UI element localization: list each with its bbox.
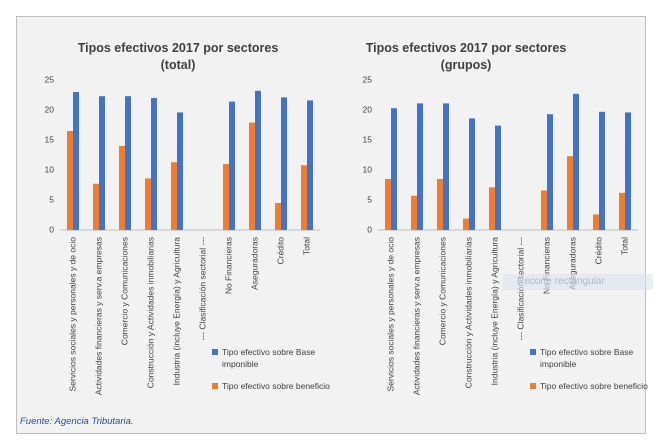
bar — [573, 93, 579, 230]
legend-swatch — [212, 383, 218, 389]
bar — [625, 112, 631, 230]
y-tick-label: 0 — [367, 224, 372, 234]
bar — [275, 203, 281, 230]
x-tick-label: Crédito — [275, 237, 285, 265]
x-tick-label: Industria (incluye Energía) y Agricultur… — [171, 237, 181, 386]
x-tick-label: Aseguradoras — [567, 237, 577, 290]
bar — [437, 179, 443, 230]
bar — [99, 96, 105, 230]
bar — [255, 90, 261, 230]
x-tick-label: Actividades financieras y serv.a empresa… — [411, 237, 421, 395]
x-tick-label: Servicios sociales y personales y de oci… — [67, 237, 77, 392]
x-tick-label: No Financieras — [223, 237, 233, 294]
legend-item: Tipo efectivo sobre beneficio — [212, 380, 344, 392]
bar — [301, 165, 307, 230]
bar — [495, 125, 501, 230]
y-tick-label: 20 — [45, 104, 55, 114]
x-tick-label: Total — [301, 237, 311, 255]
legend-label: Tipo efectivo sobre beneficio — [222, 381, 330, 391]
legend-swatch — [530, 349, 536, 355]
bar — [177, 112, 183, 230]
bar — [119, 146, 125, 230]
bar — [463, 218, 469, 230]
y-tick-label: 5 — [49, 194, 54, 204]
x-tick-label: Total — [619, 237, 629, 255]
bar — [73, 92, 79, 230]
legend-label: Tipo efectivo sobre Base imponible — [222, 347, 316, 369]
y-tick-label: 15 — [45, 134, 55, 144]
bar — [151, 98, 157, 230]
legend-swatch — [212, 349, 218, 355]
bar — [307, 100, 313, 231]
source-note: Fuente: Agencia Tributaria. — [20, 416, 134, 427]
y-tick-label: 0 — [49, 224, 54, 234]
x-tick-label: --- Clasificación sectorial --- — [197, 237, 207, 341]
bar — [417, 103, 423, 230]
chart-title: Tipos efectivos 2017 por sectores (total… — [77, 41, 279, 72]
x-tick-label: Construcción y Actividades inmobiliarias — [463, 237, 473, 388]
bar — [281, 97, 287, 231]
bar — [443, 103, 449, 230]
bar — [125, 96, 131, 230]
bar — [547, 114, 553, 230]
bar — [567, 156, 573, 230]
chart-title: Tipos efectivos 2017 por sectores (grupo… — [365, 41, 567, 72]
y-tick-label: 10 — [45, 164, 55, 174]
bar — [489, 187, 495, 230]
bar — [593, 214, 599, 230]
legend-swatch — [530, 383, 536, 389]
legend-item: Tipo efectivo sobre Base imponible — [212, 346, 344, 370]
y-tick-label: 10 — [363, 164, 373, 174]
bar — [229, 101, 235, 230]
y-tick-label: 15 — [363, 134, 373, 144]
bar — [67, 131, 73, 230]
legend-item: Tipo efectivo sobre beneficio — [530, 380, 662, 392]
bar — [249, 122, 255, 230]
bar — [469, 118, 475, 230]
bar — [619, 192, 625, 230]
y-tick-label: 25 — [363, 74, 373, 84]
legend-label: Tipo efectivo sobre Base imponible — [540, 347, 634, 369]
legend-item: Tipo efectivo sobre Base imponible — [530, 346, 662, 370]
x-tick-label: Comercio y Comunicaciones — [437, 237, 447, 345]
x-tick-label: Crédito — [593, 237, 603, 265]
legend-label: Tipo efectivo sobre beneficio — [540, 381, 648, 391]
x-tick-label: Construcción y Actividades inmobiliarias — [145, 237, 155, 388]
x-tick-label: Actividades financieras y serv.a empresa… — [93, 237, 103, 395]
bar — [541, 190, 547, 230]
y-tick-label: 20 — [363, 104, 373, 114]
x-tick-label: Industria (incluye Energía) y Agricultur… — [489, 237, 499, 386]
bar — [385, 179, 391, 230]
snip-overlay: Recorte rectangular — [503, 274, 653, 290]
bar — [145, 178, 151, 230]
bar — [223, 164, 229, 230]
y-tick-label: 25 — [45, 74, 55, 84]
y-tick-label: 5 — [367, 194, 372, 204]
x-tick-label: No Financieras — [541, 237, 551, 294]
bar — [599, 111, 605, 230]
x-tick-label: Aseguradoras — [249, 237, 259, 290]
x-tick-label: Comercio y Comunicaciones — [119, 237, 129, 345]
x-tick-label: Servicios sociales y personales y de oci… — [385, 237, 395, 392]
bar — [391, 108, 397, 230]
bar — [411, 195, 417, 230]
bar — [171, 162, 177, 230]
bar — [93, 183, 99, 230]
